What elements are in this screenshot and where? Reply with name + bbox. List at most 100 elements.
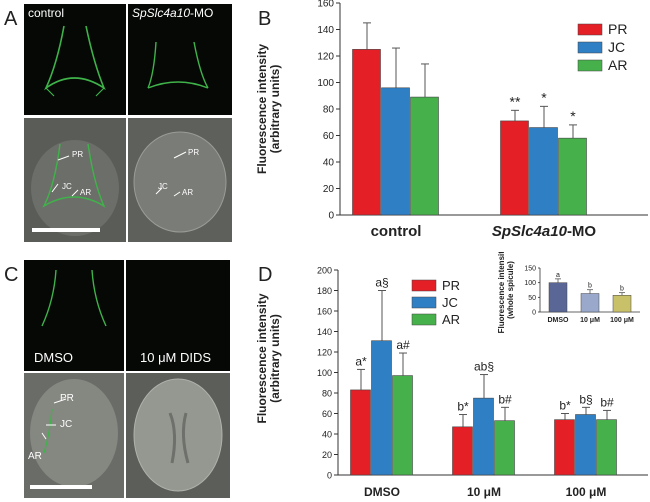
- chart-b-legend-label-jc: JC: [608, 39, 625, 55]
- chart-b-y-tick-label: 120: [317, 52, 334, 63]
- annotation-jc-2: JC: [158, 182, 168, 191]
- inset-significance-label: a: [556, 272, 560, 279]
- label-dmso: DMSO: [34, 350, 73, 365]
- chart-d-significance-label: b*: [457, 400, 469, 414]
- chart-d-y-tick-label: 180: [317, 286, 332, 296]
- chart-b-y-tick-label: 0: [328, 211, 334, 222]
- micrograph-control-fluorescence: control: [24, 4, 126, 115]
- annotation-pr-2: PR: [188, 148, 200, 157]
- chart-b-y-tick-label: 80: [323, 105, 335, 116]
- annotation-pr-c: PR: [60, 393, 74, 404]
- inset-y-tick-label: 100: [524, 280, 536, 287]
- scale-bar: [32, 228, 100, 232]
- chart-b-significance-label: *: [570, 108, 576, 124]
- chart-b-category-suffix: -MO: [567, 223, 596, 240]
- chart-b-legend-swatch-ar: [577, 59, 603, 72]
- chart-b-bar-ar: [558, 137, 587, 216]
- scale-bar-c: [30, 485, 92, 489]
- label-morphant-gene: SpSlc4a10: [132, 6, 191, 20]
- micrograph-dids-fluorescence: 10 μM DIDS: [126, 260, 230, 371]
- chart-b-y-label: Fluorescence intensity(arbitrary units): [255, 44, 282, 174]
- micrograph-control-brightfield: PR JC AR: [24, 118, 126, 242]
- micrograph-dmso-brightfield: PR JC AR: [24, 373, 124, 498]
- chart-d-significance-label: b*: [559, 399, 571, 413]
- inset-category-label: DMSO: [548, 317, 570, 324]
- chart-d-bar-jc: [575, 414, 596, 476]
- inset-bar: [548, 282, 568, 313]
- chart-b-legend-label-pr: PR: [608, 21, 627, 37]
- chart-d-legend-swatch-jc: [411, 296, 437, 309]
- micrograph-morphant-fluorescence: SpSlc4a10-MO: [128, 4, 232, 115]
- chart-d-category-label: DMSO: [364, 485, 400, 499]
- chart-d-significance-label: a#: [396, 338, 410, 352]
- chart-d-bar-jc: [473, 397, 494, 476]
- inset-y-label-line: (whole spicule): [506, 261, 515, 319]
- inset-significance-label: b: [588, 283, 592, 290]
- micrograph-morphant-brightfield: PR JC AR: [128, 118, 232, 242]
- label-morphant-suffix: -MO: [190, 6, 214, 20]
- chart-d-significance-label: b#: [600, 395, 614, 409]
- chart-b-significance-label: *: [541, 89, 547, 105]
- chart-d-significance-label: a§: [375, 276, 388, 290]
- chart-d-legend-label-ar: AR: [442, 312, 460, 327]
- chart-b-y-tick-label: 20: [323, 184, 335, 195]
- spicule-fluorescence-control: [44, 25, 106, 97]
- chart-d-bar-pr: [350, 389, 371, 476]
- label-morphant: SpSlc4a10-MO: [132, 6, 213, 20]
- embryo-brightfield-control: [31, 140, 119, 236]
- inset-y-tick-label: 150: [524, 266, 536, 273]
- chart-d-significance-label: b#: [498, 392, 512, 406]
- chart-d-legend-label-pr: PR: [442, 278, 460, 293]
- chart-b-legend-swatch-jc: [577, 41, 603, 54]
- micrograph-dids-brightfield: [126, 373, 230, 498]
- chart-d-y-tick-label: 20: [322, 450, 332, 460]
- chart-b-category-italic: SpSlc4a10: [492, 223, 568, 240]
- chart-d-y-tick-label: 160: [317, 307, 332, 317]
- chart-b-y-tick-label: 160: [317, 0, 334, 10]
- panel-b-letter: B: [258, 8, 272, 30]
- chart-b-significance-label: **: [510, 93, 521, 109]
- chart-d-y-tick-label: 100: [317, 368, 332, 378]
- label-dids: 10 μM DIDS: [140, 350, 212, 365]
- chart-b: 0 20 40 60 80 100 120 140 160 Fluorescence intens…: [255, 0, 648, 240]
- inset-bar: [580, 293, 600, 313]
- chart-b-y-label-line: Fluorescence intensity: [255, 44, 269, 174]
- chart-d-y-tick-label: 0: [327, 471, 332, 481]
- chart-d-y-label-line: (arbitrary units): [268, 314, 282, 403]
- chart-b-bar-jc: [529, 127, 558, 216]
- inset-y-label-line: Fluorescence intensity: [497, 252, 506, 333]
- inset-category-label: 100 μM: [610, 317, 634, 324]
- chart-d-significance-label: a*: [355, 354, 367, 368]
- chart-b-y-tick-label: 100: [317, 78, 334, 89]
- annotation-pr: PR: [72, 150, 84, 159]
- spicule-fluorescence-dmso: [41, 269, 107, 327]
- chart-b-bar-jc: [381, 87, 410, 216]
- chart-d-bar-ar: [494, 420, 515, 476]
- panel-c-letter: C: [4, 264, 19, 286]
- inset-bar: [612, 295, 632, 313]
- chart-b-bar-pr: [352, 49, 381, 216]
- chart-d-legend-swatch-pr: [411, 279, 437, 292]
- panel-a-letter: A: [4, 8, 18, 30]
- chart-d-y-tick-label: 140: [317, 327, 332, 337]
- chart-d-category-label: 10 μM: [467, 485, 501, 499]
- annotation-ar-c: AR: [28, 451, 42, 462]
- chart-b-legend-label-ar: AR: [608, 57, 627, 73]
- chart-b-legend-swatch-pr: [577, 23, 603, 36]
- chart-d-bar-pr: [452, 426, 473, 476]
- chart-d-bar-ar: [392, 375, 413, 476]
- chart-d-legend-label-jc: JC: [442, 295, 458, 310]
- embryo-brightfield-morphant: [133, 131, 227, 233]
- chart-d-y-tick-label: 40: [322, 430, 332, 440]
- inset-y-tick-label: 0: [532, 310, 536, 317]
- annotation-jc: JC: [62, 182, 72, 191]
- chart-b-category-label: control: [371, 223, 422, 240]
- inset-significance-label: b: [620, 286, 624, 293]
- chart-b-bar-pr: [500, 120, 529, 216]
- chart-d-significance-label: b§: [579, 392, 592, 406]
- chart-d-bar-pr: [554, 419, 575, 476]
- chart-d-category-label: 100 μM: [566, 485, 607, 499]
- chart-b-category-label: SpSlc4a10-MO: [492, 223, 597, 240]
- chart-d-y-tick-label: 200: [317, 266, 332, 276]
- chart-d-bar-ar: [596, 419, 617, 476]
